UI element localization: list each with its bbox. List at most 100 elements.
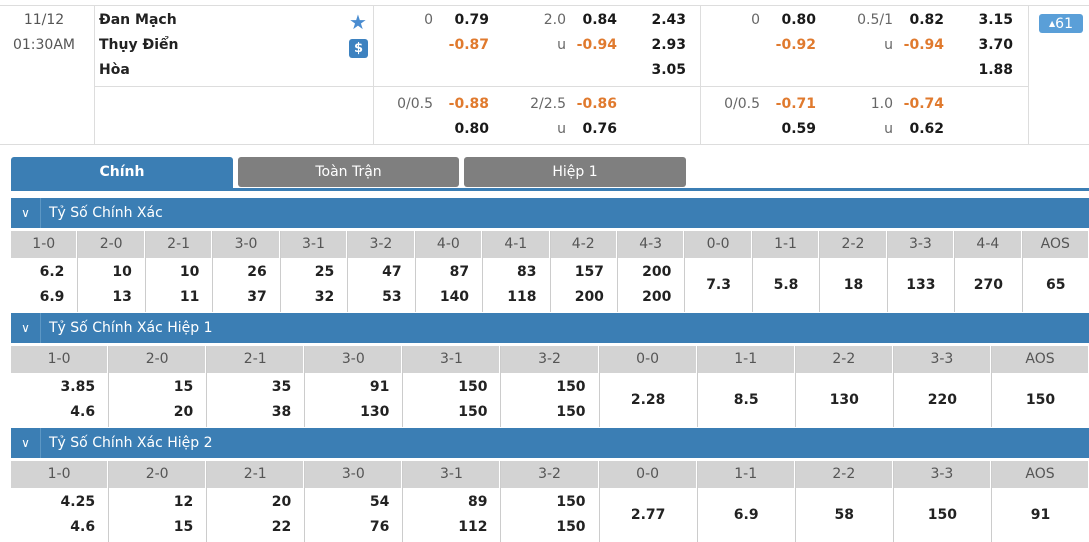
score-odds[interactable]: 4.25	[60, 494, 96, 510]
score-odds[interactable]: 65	[1046, 276, 1066, 293]
score-odds[interactable]: 54	[369, 494, 390, 510]
score-odds[interactable]: 220	[927, 391, 957, 408]
home-team[interactable]: Đan Mạch	[99, 12, 177, 28]
score-odds[interactable]: 5.8	[773, 276, 799, 293]
score-odds[interactable]: 15	[173, 379, 194, 395]
score-odds[interactable]: 150	[927, 506, 957, 523]
score-odds[interactable]: 83	[517, 264, 537, 280]
under-odds[interactable]: 0.62	[909, 121, 944, 137]
score-odds[interactable]: 200	[642, 264, 672, 280]
score-odds[interactable]: 140	[439, 289, 470, 305]
score-column: 2-0 10 13	[78, 231, 146, 312]
score-odds[interactable]: 133	[906, 276, 936, 293]
score-odds[interactable]: 2.77	[630, 506, 666, 523]
tab-chinh[interactable]: Chính	[11, 157, 233, 190]
tab-hiep-1[interactable]: Hiệp 1	[464, 157, 686, 187]
home-odds[interactable]: -0.71	[775, 96, 816, 112]
home-odds[interactable]: 0.80	[781, 12, 816, 28]
score-odds[interactable]: 12	[173, 494, 194, 510]
score-odds[interactable]: 130	[360, 404, 390, 420]
over-odds[interactable]: -0.74	[903, 96, 944, 112]
score-odds[interactable]: 3.85	[60, 379, 96, 395]
score-odds[interactable]: 6.2	[39, 264, 65, 280]
away-odds[interactable]: 0.80	[454, 121, 489, 137]
score-odds[interactable]: 6.9	[733, 506, 759, 523]
score-odds[interactable]: 118	[507, 289, 537, 305]
home-win-odds[interactable]: 2.43	[651, 12, 686, 28]
score-odds[interactable]: 150	[458, 404, 488, 420]
under-odds[interactable]: -0.94	[903, 37, 944, 53]
score-odds[interactable]: 20	[173, 404, 194, 420]
over-odds[interactable]: -0.86	[576, 96, 617, 112]
home-win-odds[interactable]: 3.15	[978, 12, 1013, 28]
score-odds[interactable]: 200	[642, 289, 672, 305]
section-header[interactable]: ∨ Tỷ Số Chính Xác Hiệp 2	[11, 428, 1089, 458]
score-odds[interactable]: 6.9	[39, 289, 65, 305]
home-odds[interactable]: -0.88	[448, 96, 489, 112]
score-label: AOS	[1022, 231, 1089, 258]
score-odds[interactable]: 13	[112, 289, 132, 305]
draw-odds[interactable]: 3.05	[651, 62, 686, 78]
score-odds[interactable]: 11	[179, 289, 200, 305]
score-odds[interactable]: 91	[369, 379, 390, 395]
score-odds[interactable]: 157	[574, 264, 604, 280]
score-label: 4-2	[550, 231, 617, 258]
tab-toan-tran[interactable]: Toàn Trận	[238, 157, 459, 187]
away-odds[interactable]: -0.87	[448, 37, 489, 53]
away-odds[interactable]: -0.92	[775, 37, 816, 53]
score-odds[interactable]: 10	[179, 264, 200, 280]
score-odds[interactable]: 35	[271, 379, 292, 395]
score-odds[interactable]: 7.3	[706, 276, 731, 293]
section-header[interactable]: ∨ Tỷ Số Chính Xác	[11, 198, 1089, 228]
away-win-odds[interactable]: 3.70	[978, 37, 1013, 53]
score-odds[interactable]: 22	[271, 519, 292, 535]
score-odds[interactable]: 150	[1025, 391, 1056, 408]
score-label: 2-2	[795, 461, 893, 488]
home-odds[interactable]: 0.79	[454, 12, 489, 28]
score-odds[interactable]: 18	[843, 276, 864, 293]
score-odds[interactable]: 91	[1030, 506, 1051, 523]
score-odds[interactable]: 150	[458, 379, 488, 395]
score-odds[interactable]: 4.6	[70, 519, 96, 535]
draw-odds[interactable]: 1.88	[978, 62, 1013, 78]
star-icon[interactable]: ★	[349, 10, 367, 34]
chevron-down-icon[interactable]: ∨	[11, 428, 41, 458]
score-odds[interactable]: 38	[271, 404, 292, 420]
score-odds[interactable]: 26	[247, 264, 267, 280]
score-odds[interactable]: 15	[173, 519, 194, 535]
score-odds[interactable]: 4.6	[70, 404, 96, 420]
score-odds[interactable]: 150	[556, 494, 586, 510]
score-odds[interactable]: 2.28	[630, 391, 666, 408]
score-odds[interactable]: 25	[314, 264, 335, 280]
score-odds[interactable]: 270	[973, 276, 1003, 293]
away-win-odds[interactable]: 2.93	[651, 37, 686, 53]
score-odds[interactable]: 130	[829, 391, 859, 408]
chevron-down-icon[interactable]: ∨	[11, 313, 41, 343]
score-odds[interactable]: 112	[458, 519, 488, 535]
section-header[interactable]: ∨ Tỷ Số Chính Xác Hiệp 1	[11, 313, 1089, 343]
score-odds[interactable]: 32	[314, 289, 335, 305]
score-odds[interactable]: 8.5	[733, 391, 759, 408]
score-odds[interactable]: 200	[574, 289, 604, 305]
score-odds[interactable]: 20	[271, 494, 292, 510]
score-odds[interactable]: 87	[449, 264, 470, 280]
over-odds[interactable]: 0.82	[909, 12, 944, 28]
dollar-icon[interactable]: $	[349, 39, 368, 58]
score-odds[interactable]: 53	[382, 289, 402, 305]
score-odds[interactable]: 37	[247, 289, 267, 305]
score-odds[interactable]: 150	[556, 404, 586, 420]
away-odds[interactable]: 0.59	[781, 121, 816, 137]
score-odds[interactable]: 76	[369, 519, 390, 535]
under-odds[interactable]: 0.76	[582, 121, 617, 137]
score-odds[interactable]: 58	[834, 506, 855, 523]
more-odds-button[interactable]: ▲61	[1039, 14, 1083, 33]
away-team[interactable]: Thụy Điển	[99, 37, 179, 53]
under-odds[interactable]: -0.94	[576, 37, 617, 53]
score-odds[interactable]: 150	[556, 519, 586, 535]
score-odds[interactable]: 89	[467, 494, 488, 510]
score-odds[interactable]: 150	[556, 379, 586, 395]
over-odds[interactable]: 0.84	[582, 12, 617, 28]
score-odds[interactable]: 10	[112, 264, 132, 280]
score-odds[interactable]: 47	[382, 264, 402, 280]
chevron-down-icon[interactable]: ∨	[11, 198, 41, 228]
